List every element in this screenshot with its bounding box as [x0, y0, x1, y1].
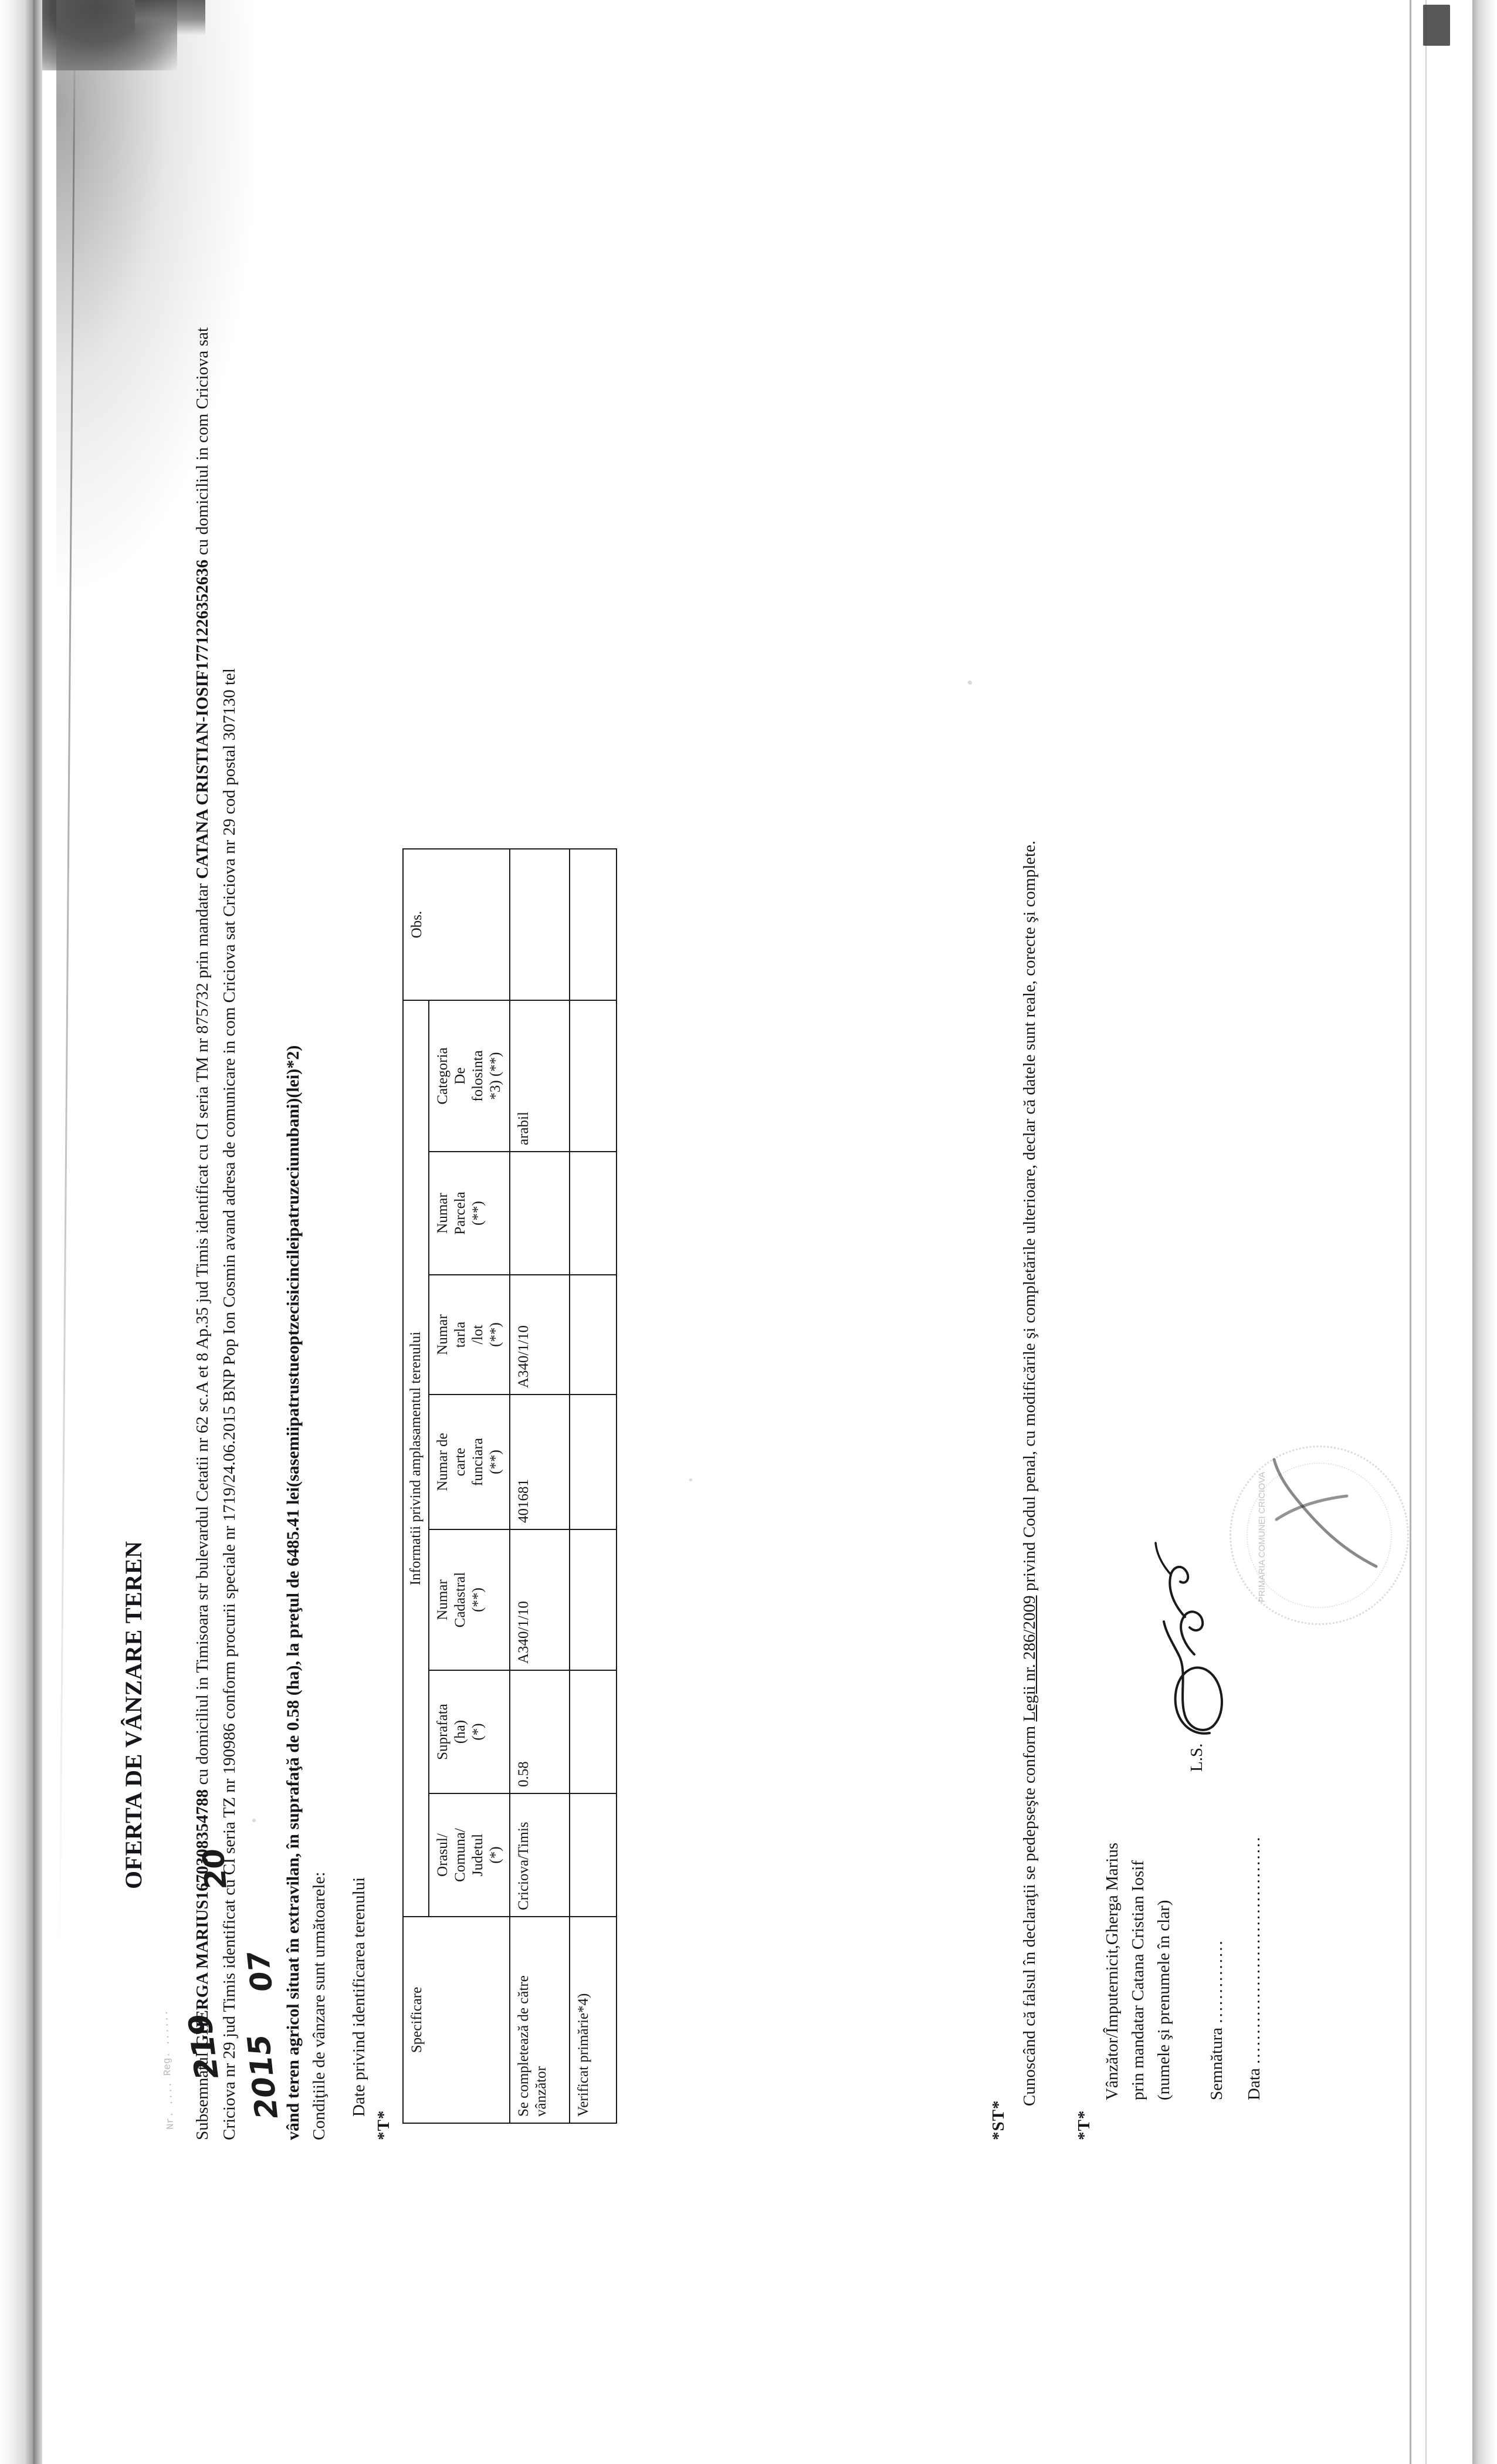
signer-mandate-line: prin mandatar Catana Cristian Iosif [1129, 1860, 1147, 2100]
declaration-part2: privind Codul penal, cu modificările şi … [1020, 840, 1039, 1592]
handwritten-signature [1154, 1542, 1223, 1735]
section-marker-t-1: *T* [374, 2110, 393, 2140]
intro-lead: Subsemnatul [193, 2052, 212, 2140]
col-group-header-amplasament: Informatii privind amplasamentul terenul… [403, 1000, 429, 1917]
procura-reference: conform procurii speciale nr 1719/24.06.… [220, 1254, 239, 1720]
declaration-law-reference: Legii nr. 286/2009 [1020, 1595, 1039, 1722]
conditions-line: Condiţiile de vânzare sunt următoarele: [310, 1871, 328, 2140]
sheet-fold-line [59, 35, 76, 1959]
registration-year-handwritten: 2015 [241, 2033, 286, 2121]
cell-obs-seller [510, 849, 570, 1000]
false-declaration-paragraph: Cunoscând că falsul în declaraţii se ped… [1016, 340, 1043, 2106]
col-header-obs: Obs. [403, 849, 510, 1000]
cell-cadastral-seller: A340/1/10 [510, 1529, 570, 1670]
date-label: Data [1245, 2068, 1264, 2100]
section-marker-t-2: *T* [1075, 2110, 1093, 2140]
offer-price-line: vând teren agricol situat în extravilan,… [280, 327, 306, 2140]
cell-parcela-primarie [570, 1152, 617, 1275]
seller-cnp: 1670308354788 [193, 1789, 212, 1900]
cell-suprafata-primarie [570, 1670, 617, 1793]
official-stamp-text: PRIMARIA COMUNEI CRICIOVA [1257, 1471, 1267, 1603]
cell-categorie-primarie [570, 1000, 617, 1152]
scan-edge-right-rule-2 [1425, 0, 1427, 2464]
document-body: Nr. .... Reg. ...... 219 2015 07 20 OFER… [74, 246, 1423, 2218]
signature-identity-block: Vânzător/Împuternicit,Gherga Marius prin… [1099, 1843, 1177, 2100]
intro-paragraph: Subsemnatul GHERGA MARIUS1670308354788 c… [189, 327, 243, 2140]
signer-role-line: Vânzător/Împuternicit,Gherga Marius [1103, 1842, 1122, 2100]
cell-tarla-primarie [570, 1275, 617, 1395]
cell-oras-primarie [570, 1793, 617, 1917]
declaration-part1: Cunoscând că falsul în declaraţii se ped… [1020, 1725, 1039, 2106]
table-body: Se completează de către vânzător Criciov… [510, 849, 617, 2123]
cell-specificare-primarie: Verificat primărie*4) [570, 1917, 617, 2123]
offer-text-part1: vând teren agricol situat în extravilan,… [283, 1735, 303, 2140]
section-marker-st: *ST* [989, 2100, 1008, 2140]
signature-label: Semnătura [1207, 2027, 1226, 2100]
page-title: OFERTA DE VÂNZARE TEREN [120, 1541, 147, 1889]
cell-tarla-seller: A340/1/10 [510, 1275, 570, 1395]
date-dots: ...................................... [1245, 1835, 1264, 2064]
seller-address: cu domiciliul in Timisoara str bulevardu… [193, 983, 212, 1785]
offer-price-value: 6485.41 [283, 1509, 303, 1566]
mandate-name: CATANA CRISTIAN-IOSIF [193, 670, 212, 879]
scan-shadow-top-right [1423, 5, 1450, 46]
col-header-carte-funciara: Numar de carte funciara (**) [429, 1395, 510, 1529]
land-details-table: Specificare Informatii privind amplasame… [402, 848, 617, 2124]
signer-hint-line: (numele şi prenumele în clar) [1154, 1900, 1173, 2100]
signature-line: Semnătura .............. [1207, 1939, 1227, 2100]
cell-specificare-seller: Se completează de către vânzător [510, 1917, 570, 2123]
col-header-oras-comuna-judet: Orasul/Comuna/Judetul (*) [429, 1793, 510, 1917]
col-header-specificare: Specificare [403, 1917, 510, 2123]
scan-edge-left-rule [34, 0, 42, 2464]
scan-edge-right [1472, 0, 1497, 2464]
cell-categorie-seller: arabil [510, 1000, 570, 1152]
section-label-land-identification: Date privind identificarea terenului [350, 1877, 368, 2117]
registration-month-handwritten: 07 [241, 1950, 280, 1993]
cell-obs-primarie [570, 849, 617, 1000]
scan-speck [968, 681, 972, 685]
cell-cadastral-primarie [570, 1529, 617, 1670]
cell-carte-funciara-primarie [570, 1395, 617, 1529]
ls-seal-label: L.S. [1187, 1743, 1206, 1772]
table-row: Se completează de către vânzător Criciov… [510, 849, 570, 2123]
cell-suprafata-seller: 0.58 [510, 1670, 570, 1793]
offer-text-part2: (ha), la preţul de [283, 1571, 303, 1696]
signature-dots: .............. [1207, 1939, 1226, 2023]
offer-area-value: 0.58 [283, 1700, 303, 1731]
col-header-suprafata: Suprafata (ha) (*) [429, 1670, 510, 1793]
scan-edge-left [0, 0, 34, 2464]
mandate-cnp: 1771226352636 [193, 559, 212, 671]
col-header-numar-cadastral: Numar Cadastral (**) [429, 1529, 510, 1670]
date-line: Data ...................................… [1245, 1836, 1264, 2101]
cell-parcela-seller [510, 1152, 570, 1275]
col-header-numar-parcela: Numar Parcela (**) [429, 1152, 510, 1275]
table-group-header-row: Specificare Informatii privind amplasame… [403, 849, 510, 2123]
seller-name: GHERGA MARIUS [193, 1900, 212, 2048]
scan-shadow-top-left-2 [135, 0, 205, 35]
registration-stamp-faint: Nr. .... Reg. ...... [159, 2009, 177, 2130]
table-row: Verificat primărie*4) [570, 849, 617, 2123]
offer-text-part3: lei(sasemiipatrustueoptzecisicincileipat… [283, 1045, 303, 1505]
col-header-numar-tarla-lot: Numar tarla/lot (**) [429, 1275, 510, 1395]
cell-carte-funciara-seller: 401681 [510, 1395, 570, 1529]
table-head: Specificare Informatii privind amplasame… [403, 849, 510, 2123]
communication-address: avand adresa de comunicare in com Cricio… [220, 668, 239, 1251]
cell-oras-seller: Criciova/Timis [510, 1793, 570, 1917]
scan-speck [689, 1478, 692, 1481]
col-header-categoria-folosinta: Categoria De folosinta *3) (**) [429, 1000, 510, 1152]
scan-edge-right-rule [1410, 0, 1411, 2464]
mandate-lead: prin mandatar [193, 883, 212, 979]
scan-speck [252, 1819, 256, 1822]
